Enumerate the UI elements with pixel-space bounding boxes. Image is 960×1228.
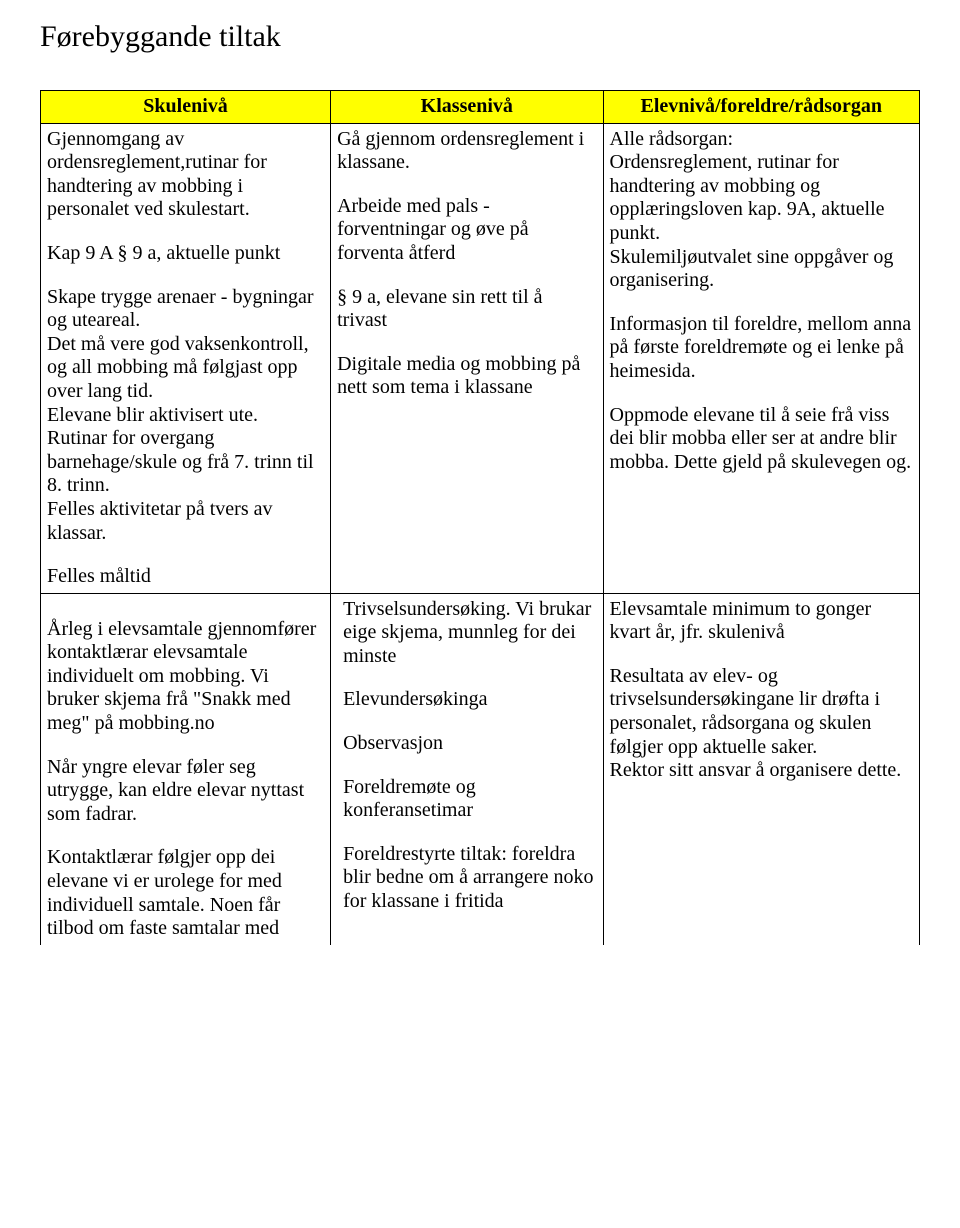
text-block: Rektor sitt ansvar å organisere dette.	[610, 759, 913, 783]
text-block: Elevundersøkinga	[337, 688, 596, 712]
tiltak-table: Skulenivå Klassenivå Elevnivå/foreldre/r…	[40, 90, 920, 945]
cell-r1-c3: Alle rådsorgan: Ordensreglement, rutinar…	[603, 123, 919, 593]
table-header-row: Skulenivå Klassenivå Elevnivå/foreldre/r…	[41, 91, 920, 124]
text-block: Gå gjennom ordensreglement i klassane.	[337, 128, 596, 175]
cell-r1-c1: Gjennomgang av ordensreglement,rutinar f…	[41, 123, 331, 593]
text-block: Skulemiljøutvalet sine oppgåver og organ…	[610, 246, 913, 293]
cell-r2-c2: Trivselsundersøking. Vi brukar eige skje…	[331, 593, 603, 945]
text-block: Resultata av elev- og trivselsundersøkin…	[610, 665, 913, 759]
text-block: Kap 9 A § 9 a, aktuelle punkt	[47, 242, 324, 266]
text-block: Felles måltid	[47, 565, 324, 589]
text-block: Observasjon	[337, 732, 596, 756]
col-header-elevniva: Elevnivå/foreldre/rådsorgan	[603, 91, 919, 124]
text-block: Det må vere god vaksenkontroll, og all m…	[47, 333, 324, 404]
text-block: Elevsamtale minimum to gonger kvart år, …	[610, 598, 913, 645]
text-block: Felles aktivitetar på tvers av klassar.	[47, 498, 324, 545]
text-block: § 9 a, elevane sin rett til å trivast	[337, 286, 596, 333]
text-block: Trivselsundersøking. Vi brukar eige skje…	[337, 598, 596, 669]
text-block: Arbeide med pals - forventningar og øve …	[337, 195, 596, 266]
col-header-klasseniva: Klassenivå	[331, 91, 603, 124]
text-block: Oppmode elevane til å seie frå viss dei …	[610, 404, 913, 475]
table-row: Årleg i elevsamtale gjennomfører kontakt…	[41, 593, 920, 945]
text-block: Gjennomgang av ordensreglement,rutinar f…	[47, 128, 324, 222]
text-block: Når yngre elevar føler seg utrygge, kan …	[47, 756, 324, 827]
cell-r1-c2: Gå gjennom ordensreglement i klassane. A…	[331, 123, 603, 593]
text-block: Informasjon til foreldre, mellom anna på…	[610, 313, 913, 384]
text-block: Kontaktlærar følgjer opp dei elevane vi …	[47, 846, 324, 940]
text-block: Foreldrestyrte tiltak: foreldra blir bed…	[337, 843, 596, 914]
text-block: Digitale media og mobbing på nett som te…	[337, 353, 596, 400]
page-title: Førebyggande tiltak	[40, 20, 920, 54]
text-block: Skape trygge arenaer - bygningar og utea…	[47, 286, 324, 333]
cell-r2-c1: Årleg i elevsamtale gjennomfører kontakt…	[41, 593, 331, 945]
text-block: Rutinar for overgang barnehage/skule og …	[47, 427, 324, 498]
col-header-skuleniva: Skulenivå	[41, 91, 331, 124]
table-row: Gjennomgang av ordensreglement,rutinar f…	[41, 123, 920, 593]
text-block: Årleg i elevsamtale gjennomfører kontakt…	[47, 618, 324, 736]
text-block: Foreldremøte og konferansetimar	[337, 776, 596, 823]
cell-r2-c3: Elevsamtale minimum to gonger kvart år, …	[603, 593, 919, 945]
text-block: Elevane blir aktivisert ute.	[47, 404, 324, 428]
text-block: Ordensreglement, rutinar for handtering …	[610, 151, 913, 245]
text-block: Alle rådsorgan:	[610, 128, 913, 152]
